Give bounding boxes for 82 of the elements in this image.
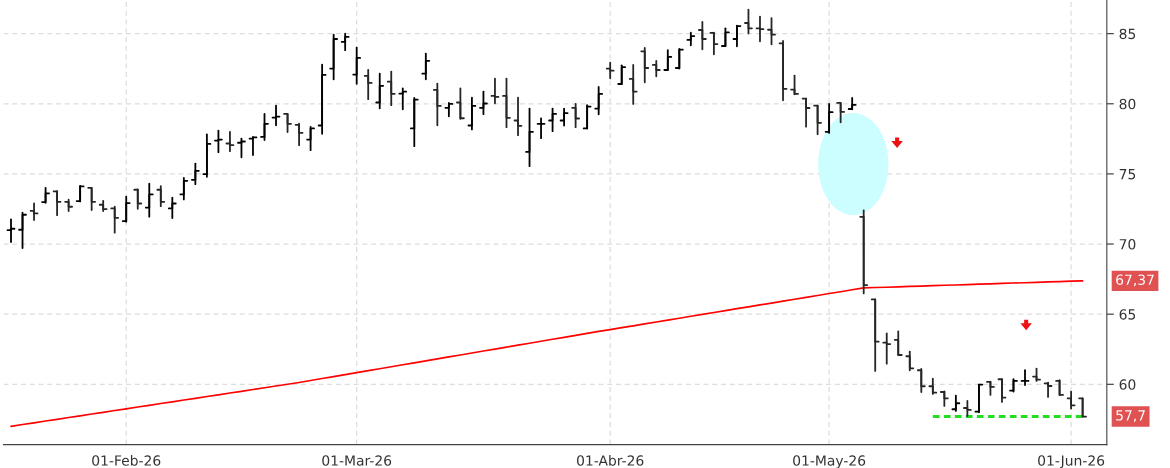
candlestick <box>836 102 846 124</box>
text: 57,7 <box>1116 410 1145 422</box>
candlestick <box>882 332 892 365</box>
text: 67,37 <box>1116 274 1154 287</box>
candlestick <box>490 77 500 105</box>
candlestick <box>386 70 396 107</box>
candlestick <box>432 82 442 127</box>
candlestick <box>18 211 27 250</box>
x-tick-label: 01-Jun-26 <box>1038 455 1105 468</box>
x-tick-label: 01-Mar-26 <box>322 455 392 466</box>
candlestick <box>709 31 719 56</box>
candlestick <box>744 8 753 35</box>
candlestick <box>409 96 419 148</box>
candlestick <box>479 90 488 116</box>
candlestick <box>191 162 200 186</box>
candlestick <box>225 130 235 153</box>
y-tick-label: 75 <box>1119 169 1136 180</box>
candlestick <box>663 49 673 71</box>
candlestick <box>997 378 1007 403</box>
candlestick <box>870 298 880 372</box>
candlestick <box>456 87 465 120</box>
y-tick-label: 80 <box>1119 98 1136 110</box>
line-series <box>10 280 1084 428</box>
candlestick <box>732 24 742 48</box>
candlestick <box>237 137 246 159</box>
candlestick <box>329 33 339 81</box>
candlestick <box>905 350 915 372</box>
candlestick <box>674 48 684 70</box>
candlestick <box>617 64 627 85</box>
y-tick-label: 60 <box>1119 379 1136 390</box>
candlestick <box>974 383 984 414</box>
y-tick-label: 70 <box>1119 239 1136 250</box>
candlestick <box>963 400 972 417</box>
candlestick <box>352 46 362 85</box>
candlestick <box>29 202 39 221</box>
candlestick <box>363 68 373 101</box>
candlestick <box>628 64 638 105</box>
candlestick <box>167 196 177 219</box>
x-tick-label: 01-Abr-26 <box>577 455 644 466</box>
candlestick <box>916 368 926 393</box>
candlestick <box>294 122 304 147</box>
y-tick-label: 85 <box>1119 28 1136 40</box>
candlestick <box>179 176 189 201</box>
candlestick <box>767 17 776 46</box>
candlestick <box>52 190 62 217</box>
candlestick <box>536 117 546 140</box>
candlestick <box>582 104 592 130</box>
candlestick <box>317 63 327 135</box>
x-tick-label: 01-Feb-26 <box>92 455 161 466</box>
candlestick <box>813 104 822 136</box>
candlestick <box>778 40 788 102</box>
candlestick <box>571 103 580 129</box>
candlestick <box>525 107 534 168</box>
candlestick <box>121 195 131 223</box>
candlestick <box>1078 397 1087 418</box>
candlestick <box>110 205 120 234</box>
candlestick <box>755 15 765 43</box>
candlestick <box>640 47 650 84</box>
candlestick <box>87 186 97 212</box>
candlestick <box>502 77 511 129</box>
candlestick <box>801 97 811 128</box>
candlestick <box>893 330 903 356</box>
candlestick <box>824 103 834 134</box>
candlestick <box>605 61 615 80</box>
candlestick <box>790 74 799 96</box>
candlestick <box>260 112 269 142</box>
candlestick <box>421 52 431 81</box>
candlestick <box>467 96 477 131</box>
candlestick <box>594 86 604 116</box>
candlestick <box>202 133 212 178</box>
candlestick <box>859 209 869 295</box>
candlestick <box>156 185 166 208</box>
candlestick <box>513 96 523 137</box>
candlestick <box>144 182 154 218</box>
y-tick-label: 65 <box>1119 309 1136 320</box>
candlestick <box>6 218 16 243</box>
candlestick <box>133 188 143 210</box>
candlestick <box>375 72 385 110</box>
candlestick <box>1020 369 1030 386</box>
x-tick-label: 01-May-26 <box>793 455 866 468</box>
candlestick <box>283 112 292 134</box>
candlestick <box>698 21 707 51</box>
